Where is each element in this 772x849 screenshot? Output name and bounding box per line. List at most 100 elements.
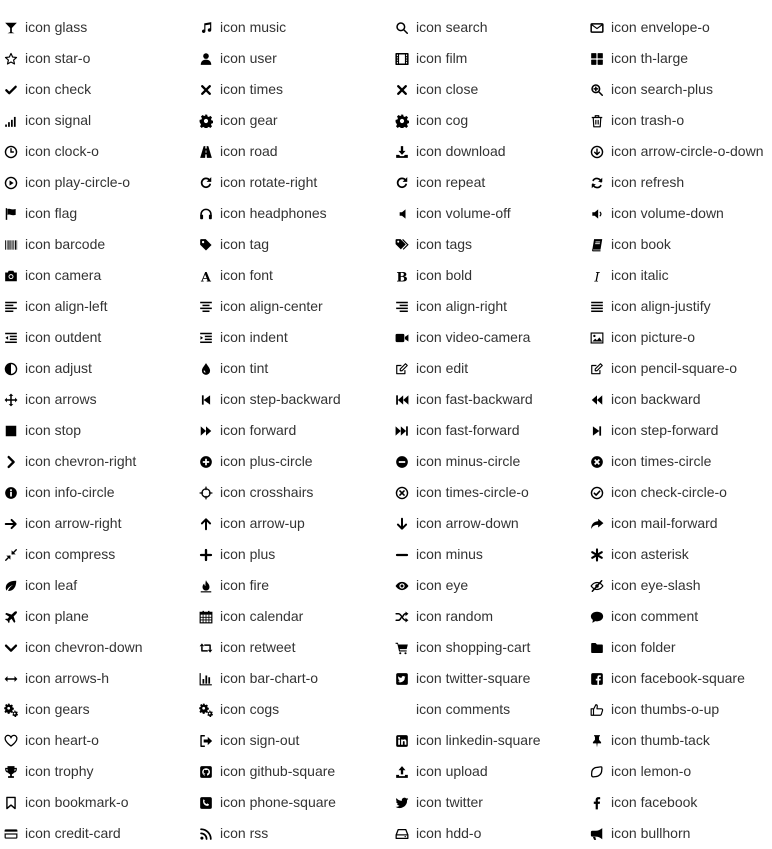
- film-icon: [395, 52, 409, 66]
- fast-backward-icon: [395, 393, 409, 407]
- icon-label: icon plus: [220, 546, 276, 562]
- picture-o-icon: [590, 331, 604, 345]
- book-icon: [590, 238, 604, 252]
- icon-label: icon road: [220, 143, 278, 159]
- icon-label: icon search: [416, 19, 488, 35]
- icon-label: icon times-circle-o: [416, 484, 529, 500]
- icon-list-item-compress: icon compress: [4, 539, 115, 570]
- barcode-icon: [4, 238, 18, 252]
- icon-label: icon credit-card: [25, 825, 121, 841]
- icon-label: icon align-left: [25, 298, 108, 314]
- icon-list-item-cog: icon cog: [395, 105, 468, 136]
- icon-list-item-plus-circle: icon plus-circle: [199, 446, 313, 477]
- icon-list-item-plane: icon plane: [4, 601, 89, 632]
- icon-list-item-cogs: icon cogs: [199, 694, 279, 725]
- icon-label: icon refresh: [611, 174, 685, 190]
- icon-list-item-twitter-square: icon twitter-square: [395, 663, 530, 694]
- icon-label: icon gear: [220, 112, 278, 128]
- lemon-o-icon: [590, 765, 604, 779]
- shopping-cart-icon: [395, 641, 409, 655]
- icon-list-item-comments: icon comments: [395, 694, 510, 725]
- tint-icon: [199, 362, 213, 376]
- icon-label: icon trophy: [25, 763, 94, 779]
- arrows-h-icon: [4, 672, 18, 686]
- icon-list-item-random: icon random: [395, 601, 493, 632]
- icon-label: icon plane: [25, 608, 89, 624]
- icon-list-item-asterisk: icon asterisk: [590, 539, 689, 570]
- comments-icon: [395, 703, 409, 717]
- icon-list-item-arrow-down: icon arrow-down: [395, 508, 519, 539]
- icon-label: icon rotate-right: [220, 174, 318, 190]
- icon-label: icon forward: [220, 422, 297, 438]
- icon-label: icon arrow-up: [220, 515, 305, 531]
- twitter-icon: [395, 796, 409, 810]
- icon-list-item-align-center: icon align-center: [199, 291, 323, 322]
- icon-label: icon shopping-cart: [416, 639, 531, 655]
- chevron-right-icon: [4, 455, 18, 469]
- calendar-icon: [199, 610, 213, 624]
- compress-icon: [4, 548, 18, 562]
- indent-icon: [199, 331, 213, 345]
- icon-label: icon random: [416, 608, 494, 624]
- icon-label: icon fast-forward: [416, 422, 520, 438]
- icon-list-item-tag: icon tag: [199, 229, 269, 260]
- icon-list-item-step-forward: icon step-forward: [590, 415, 718, 446]
- minus-circle-icon: [395, 455, 409, 469]
- icon-list-item-video-camera: icon video-camera: [395, 322, 530, 353]
- icon-label: icon plus-circle: [220, 453, 313, 469]
- icon-label: icon clock-o: [25, 143, 99, 159]
- icon-label: icon bar-chart-o: [220, 670, 319, 686]
- icon-list-item-book: icon book: [590, 229, 671, 260]
- icon-label: icon thumbs-o-up: [611, 701, 720, 717]
- video-camera-icon: [395, 331, 409, 345]
- icon-label: icon stop: [25, 422, 82, 438]
- icon-list-item-trash-o: icon trash-o: [590, 105, 684, 136]
- italic-icon: I: [590, 269, 604, 283]
- icon-list-item-calendar: icon calendar: [199, 601, 303, 632]
- search-plus-icon: [590, 83, 604, 97]
- icon-label: icon step-backward: [220, 391, 341, 407]
- icon-label: icon th-large: [611, 50, 689, 66]
- icon-label: icon minus-circle: [416, 453, 521, 469]
- icon-list-item-indent: icon indent: [199, 322, 288, 353]
- upload-icon: [395, 765, 409, 779]
- rss-icon: [199, 827, 213, 841]
- icon-list-item-film: icon film: [395, 43, 467, 74]
- icon-label: icon bullhorn: [611, 825, 691, 841]
- icon-list-item-credit-card: icon credit-card: [4, 818, 121, 849]
- icon-list-item-crosshairs: icon crosshairs: [199, 477, 313, 508]
- icon-label: icon sign-out: [220, 732, 300, 748]
- icon-label: icon times-circle: [611, 453, 712, 469]
- icon-label: icon backward: [611, 391, 701, 407]
- icon-list-item-close: icon close: [395, 74, 478, 105]
- icon-list-item-refresh: icon refresh: [590, 167, 684, 198]
- fire-icon: [199, 579, 213, 593]
- icon-label: icon eye-slash: [611, 577, 701, 593]
- crosshairs-icon: [199, 486, 213, 500]
- minus-icon: [395, 548, 409, 562]
- icon-label: icon fast-backward: [416, 391, 533, 407]
- thumb-tack-icon: [590, 734, 604, 748]
- icon-label: icon repeat: [416, 174, 486, 190]
- icon-list-item-shopping-cart: icon shopping-cart: [395, 632, 530, 663]
- fast-forward-icon: [395, 424, 409, 438]
- icon-label: icon fire: [220, 577, 270, 593]
- icon-list-item-play-circle-o: icon play-circle-o: [4, 167, 130, 198]
- cogs-icon: [199, 703, 213, 717]
- linkedin-square-icon: [395, 734, 409, 748]
- icon-list-item-twitter: icon twitter: [395, 787, 483, 818]
- gears-icon: [4, 703, 18, 717]
- align-justify-icon: [590, 300, 604, 314]
- icon-label: icon comment: [611, 608, 699, 624]
- icon-list-item-linkedin-square: icon linkedin-square: [395, 725, 541, 756]
- icon-list-item-th-large: icon th-large: [590, 43, 688, 74]
- phone-square-icon: [199, 796, 213, 810]
- icon-list-item-thumb-tack: icon thumb-tack: [590, 725, 710, 756]
- icon-list-item-tags: icon tags: [395, 229, 472, 260]
- random-icon: [395, 610, 409, 624]
- icon-list-item-volume-down: icon volume-down: [590, 198, 724, 229]
- icon-list-item-times-circle: icon times-circle: [590, 446, 711, 477]
- icon-label: icon play-circle-o: [25, 174, 131, 190]
- icon-label: icon twitter: [416, 794, 483, 810]
